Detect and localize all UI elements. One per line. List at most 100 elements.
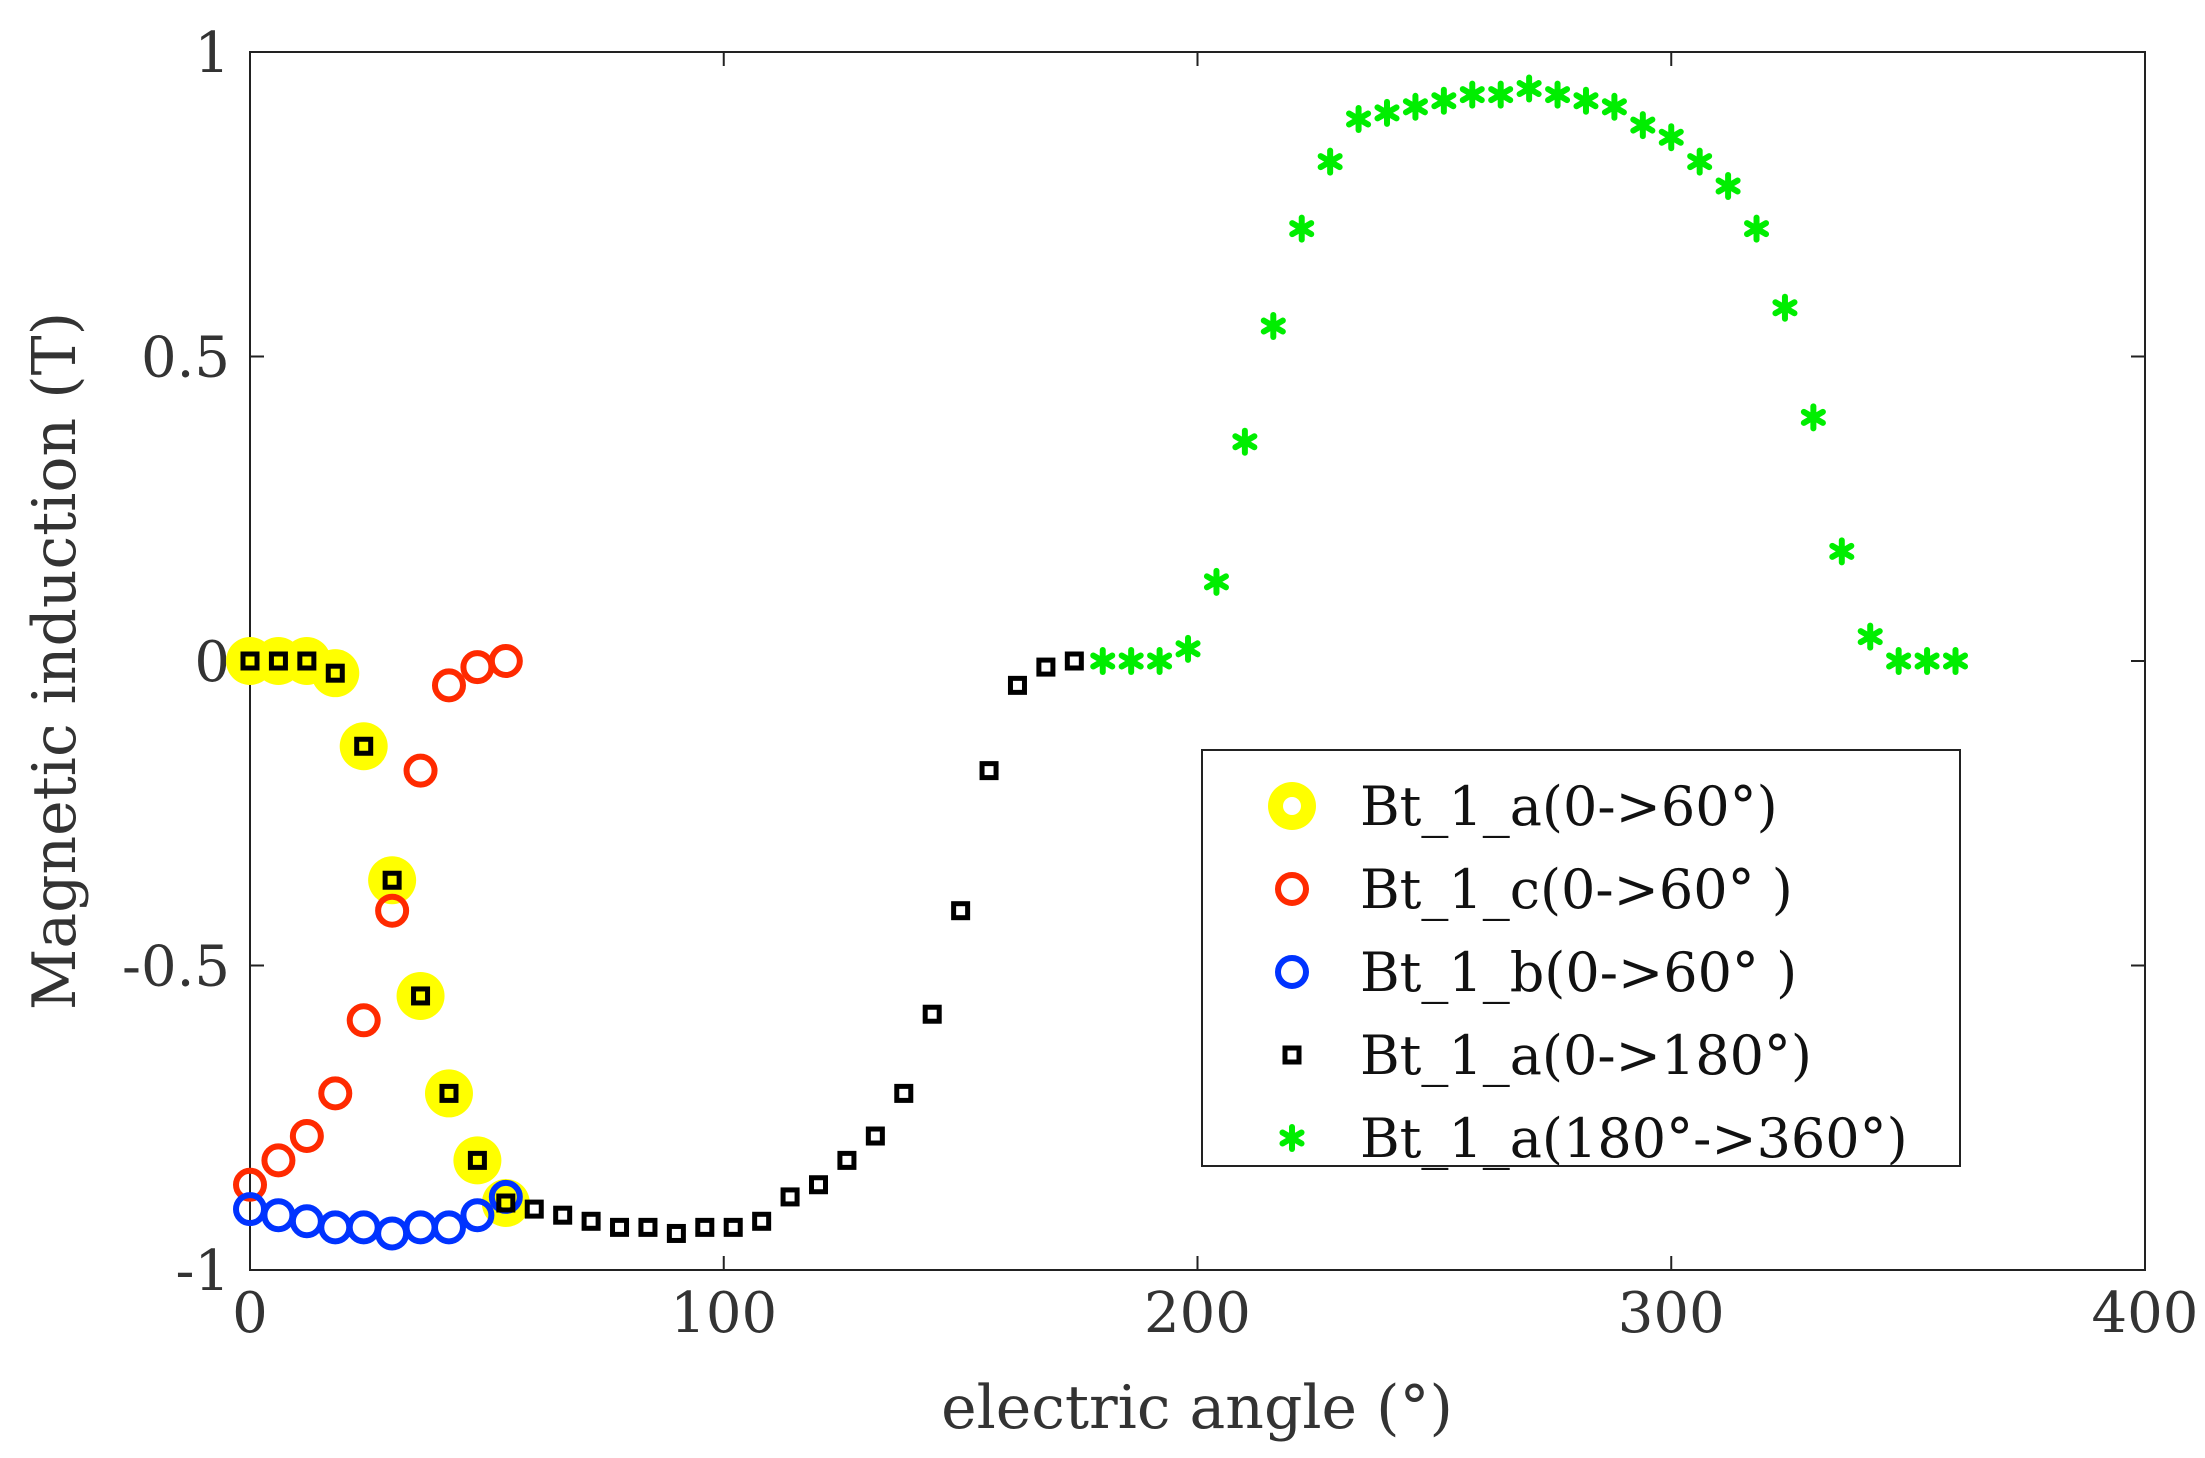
- data-point: [922, 1004, 942, 1024]
- data-point: [1886, 647, 1912, 675]
- data-point: [1090, 647, 1116, 675]
- data-point-center: [1155, 657, 1164, 665]
- data-point-center: [1553, 90, 1562, 99]
- data-point: [261, 1143, 296, 1178]
- data-point: [1260, 312, 1286, 341]
- legend-box: [1201, 749, 1961, 1167]
- data-point: [610, 1217, 630, 1237]
- data-point: [325, 663, 345, 683]
- data-point-center: [1098, 657, 1107, 665]
- data-point: [1715, 171, 1741, 200]
- data-point: [1147, 647, 1173, 675]
- data-point-center: [1269, 322, 1278, 331]
- data-point: [488, 644, 523, 678]
- data-point: [1800, 403, 1826, 432]
- data-point: [1203, 567, 1229, 596]
- data-point-center: [1581, 96, 1590, 105]
- data-point: [233, 1167, 267, 1202]
- data-point-center: [1411, 102, 1420, 111]
- legend-label: Bt_1_a(180°->360°): [1360, 1107, 1908, 1170]
- data-point-center: [1780, 303, 1789, 312]
- data-point-center: [1439, 96, 1448, 105]
- data-point: [894, 1083, 914, 1103]
- data-marks: [226, 74, 1969, 1251]
- data-point: [268, 651, 288, 671]
- legend-label: Bt_1_a(0->60°): [1360, 775, 1778, 838]
- data-point: [431, 1210, 466, 1245]
- data-point: [1914, 647, 1940, 675]
- data-point: [865, 1126, 885, 1146]
- data-point: [1772, 293, 1798, 322]
- data-point-center: [1638, 121, 1647, 130]
- data-point: [431, 668, 466, 703]
- data-point-center: [1894, 657, 1903, 665]
- data-point: [396, 971, 445, 1020]
- data-point: [375, 893, 410, 928]
- data-point-center: [1496, 90, 1505, 99]
- data-point: [424, 1069, 473, 1118]
- data-point: [1064, 651, 1084, 671]
- data-point: [467, 1150, 487, 1170]
- data-point: [1118, 647, 1144, 675]
- data-point: [1431, 86, 1457, 115]
- data-point: [1743, 214, 1770, 243]
- data-point-center: [1695, 157, 1704, 166]
- data-point: [666, 1223, 686, 1243]
- legend-marker-center: [1283, 797, 1301, 815]
- legend-marker: [1282, 1045, 1302, 1065]
- data-point: [453, 1136, 502, 1185]
- x-tick-label: 400: [2092, 1281, 2199, 1346]
- legend-label: Bt_1_a(0->180°): [1360, 1024, 1812, 1087]
- data-point: [1601, 92, 1627, 121]
- data-point: [1007, 675, 1027, 695]
- series-1: [233, 644, 523, 1202]
- data-point: [346, 1003, 381, 1038]
- data-point-center: [1923, 657, 1932, 665]
- data-point: [339, 722, 388, 771]
- data-point: [837, 1150, 857, 1170]
- data-point-center: [1127, 657, 1136, 665]
- data-point-center: [1383, 108, 1391, 117]
- data-point: [553, 1205, 573, 1225]
- data-point: [1573, 86, 1599, 115]
- data-point-center: [1240, 437, 1249, 446]
- data-point-center: [1326, 157, 1335, 166]
- y-tick-label: 0.5: [141, 326, 230, 391]
- legend-marker: [1275, 872, 1309, 906]
- legend-marker: [1275, 955, 1309, 989]
- legend-label: Bt_1_c(0->60° ): [1360, 858, 1793, 921]
- series-4: [1090, 74, 1969, 675]
- data-point: [1630, 111, 1656, 140]
- x-tick-label: 100: [670, 1281, 777, 1346]
- data-point-center: [1667, 133, 1676, 142]
- y-tick-label: 0: [194, 630, 230, 695]
- data-point: [297, 651, 317, 671]
- x-tick-label: 0: [232, 1281, 268, 1346]
- y-tick-label: -1: [175, 1239, 230, 1304]
- data-point: [460, 1198, 495, 1233]
- data-point: [1857, 622, 1883, 651]
- data-point: [311, 649, 360, 698]
- data-point: [289, 1119, 324, 1154]
- legend-label: Bt_1_b(0->60° ): [1360, 941, 1797, 1004]
- y-axis-label: Magnetic induction (T): [20, 312, 90, 1010]
- data-point: [524, 1199, 544, 1219]
- data-point: [1459, 80, 1485, 109]
- data-point-center: [1468, 90, 1477, 99]
- data-point: [403, 753, 438, 788]
- data-point: [1829, 537, 1855, 566]
- data-point-center: [1297, 224, 1306, 233]
- data-point: [1516, 74, 1542, 103]
- data-point-center: [1724, 181, 1733, 190]
- legend-marker-center: [1288, 1134, 1296, 1142]
- data-point-center: [1752, 224, 1761, 233]
- data-point: [318, 1076, 353, 1111]
- series-2: [233, 1179, 523, 1251]
- data-point-center: [1354, 114, 1363, 123]
- data-point-center: [1610, 102, 1619, 111]
- data-point: [638, 1217, 658, 1237]
- data-point: [809, 1175, 828, 1195]
- data-point: [1175, 634, 1201, 663]
- data-point: [1346, 104, 1372, 133]
- data-point: [496, 1193, 516, 1213]
